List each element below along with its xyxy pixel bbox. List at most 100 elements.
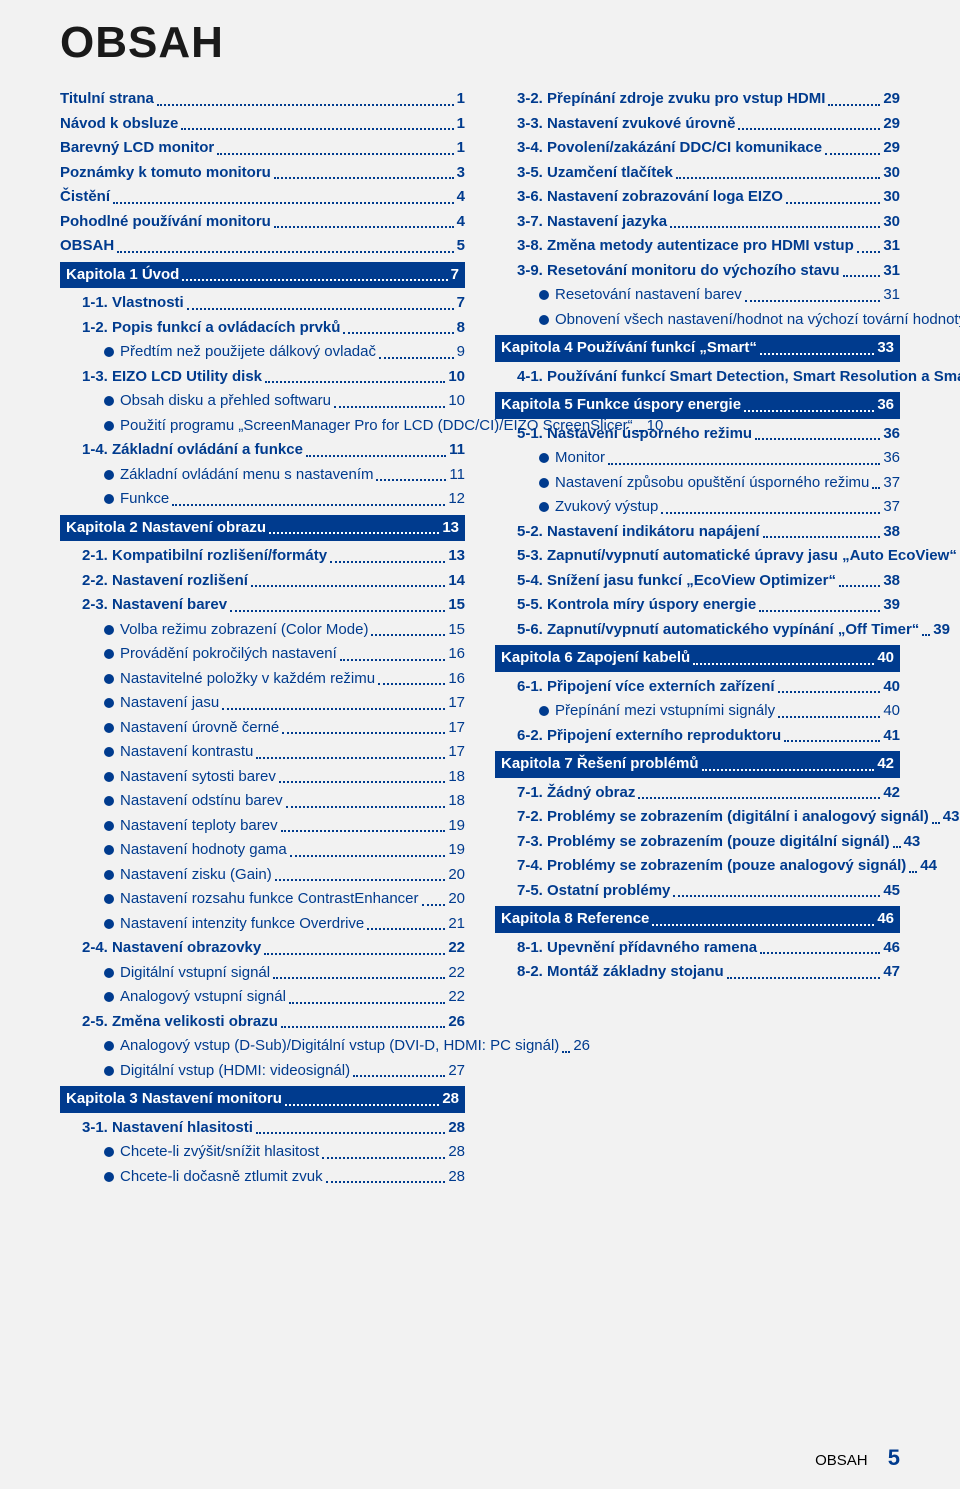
toc-entry[interactable]: Návod k obsluze1 <box>60 113 465 136</box>
toc-entry[interactable]: Titulní strana1 <box>60 88 465 111</box>
toc-page-number: 15 <box>448 594 465 617</box>
toc-entry[interactable]: 8-1. Upevnění přídavného ramena46 <box>495 937 900 960</box>
toc-entry[interactable]: Nastavení úrovně černé17 <box>60 717 465 740</box>
toc-entry-label: 7-2. Problémy se zobrazením (digitální i… <box>517 806 929 829</box>
toc-entry[interactable]: Přepínání mezi vstupními signály40 <box>495 700 900 723</box>
toc-entry-label: 5-1. Nastavení úsporného režimu <box>517 423 752 446</box>
toc-entry[interactable]: Nastavení způsobu opuštění úsporného rež… <box>495 472 900 495</box>
toc-entry[interactable]: Nastavení rozsahu funkce ContrastEnhance… <box>60 888 465 911</box>
toc-entry[interactable]: OBSAH5 <box>60 235 465 258</box>
toc-entry[interactable]: Zvukový výstup37 <box>495 496 900 519</box>
toc-entry-label: Analogový vstup (D-Sub)/Digitální vstup … <box>104 1035 559 1058</box>
toc-entry[interactable]: 3-9. Resetování monitoru do výchozího st… <box>495 260 900 283</box>
toc-entry[interactable]: Monitor 36 <box>495 447 900 470</box>
toc-entry[interactable]: Základní ovládání menu s nastavením11 <box>60 464 465 487</box>
toc-page-number: 36 <box>883 447 900 470</box>
toc-entry[interactable]: 2-1. Kompatibilní rozlišení/formáty13 <box>60 545 465 568</box>
toc-page-number: 41 <box>883 725 900 748</box>
toc-entry[interactable]: Volba režimu zobrazení (Color Mode)15 <box>60 619 465 642</box>
toc-entry[interactable]: 3-6. Nastavení zobrazování loga EIZO30 <box>495 186 900 209</box>
toc-page-number: 22 <box>448 986 465 1009</box>
toc-entry[interactable]: 7-5. Ostatní problémy45 <box>495 880 900 903</box>
toc-entry-label: 2-3. Nastavení barev <box>82 594 227 617</box>
toc-entry[interactable]: Čistění4 <box>60 186 465 209</box>
toc-chapter[interactable]: Kapitola 1 Úvod7 <box>60 262 465 289</box>
toc-entry[interactable]: 7-2. Problémy se zobrazením (digitální i… <box>495 806 900 829</box>
toc-leader-dots <box>638 797 880 799</box>
toc-entry[interactable]: 3-5. Uzamčení tlačítek30 <box>495 162 900 185</box>
toc-entry[interactable]: 3-8. Změna metody autentizace pro HDMI v… <box>495 235 900 258</box>
toc-entry[interactable]: 3-7. Nastavení jazyka30 <box>495 211 900 234</box>
toc-entry[interactable]: 5-2. Nastavení indikátoru napájení38 <box>495 521 900 544</box>
toc-entry[interactable]: Obsah disku a přehled softwaru10 <box>60 390 465 413</box>
toc-entry[interactable]: 1-2. Popis funkcí a ovládacích prvků8 <box>60 317 465 340</box>
toc-entry[interactable]: 5-4. Snížení jasu funkcí „EcoView Optimi… <box>495 570 900 593</box>
toc-entry[interactable]: Nastavení jasu17 <box>60 692 465 715</box>
toc-entry[interactable]: Nastavení teploty barev19 <box>60 815 465 838</box>
toc-entry[interactable]: 5-3. Zapnutí/vypnutí automatické úpravy … <box>495 545 900 568</box>
toc-entry[interactable]: Obnovení všech nastavení/hodnot na výcho… <box>495 309 900 332</box>
toc-entry[interactable]: Provádění pokročilých nastavení16 <box>60 643 465 666</box>
toc-entry[interactable]: 5-1. Nastavení úsporného režimu36 <box>495 423 900 446</box>
toc-entry[interactable]: 6-2. Připojení externího reproduktoru41 <box>495 725 900 748</box>
toc-entry[interactable]: Nastavení zisku (Gain)20 <box>60 864 465 887</box>
toc-page-number: 44 <box>920 855 937 878</box>
toc-entry[interactable]: Předtím než použijete dálkový ovladač9 <box>60 341 465 364</box>
toc-entry[interactable]: Nastavení sytosti barev18 <box>60 766 465 789</box>
toc-chapter[interactable]: Kapitola 2 Nastavení obrazu13 <box>60 515 465 542</box>
toc-entry[interactable]: 7-3. Problémy se zobrazením (pouze digit… <box>495 831 900 854</box>
toc-entry[interactable]: Poznámky k tomuto monitoru3 <box>60 162 465 185</box>
toc-entry[interactable]: 1-1. Vlastnosti7 <box>60 292 465 315</box>
toc-chapter[interactable]: Kapitola 5 Funkce úspory energie36 <box>495 392 900 419</box>
page-footer: OBSAH 5 <box>815 1445 900 1471</box>
toc-entry-label: Monitor <box>539 447 605 470</box>
toc-entry-label: 1-4. Základní ovládání a funkce <box>82 439 303 462</box>
toc-entry[interactable]: 7-4. Problémy se zobrazením (pouze analo… <box>495 855 900 878</box>
toc-chapter[interactable]: Kapitola 3 Nastavení monitoru28 <box>60 1086 465 1113</box>
toc-entry[interactable]: 5-5. Kontrola míry úspory energie39 <box>495 594 900 617</box>
toc-entry[interactable]: 2-3. Nastavení barev 15 <box>60 594 465 617</box>
toc-entry[interactable]: 5-6. Zapnutí/vypnutí automatického vypín… <box>495 619 900 642</box>
toc-entry-label: 4-1. Používání funkcí Smart Detection, S… <box>517 366 960 389</box>
toc-entry[interactable]: 2-5. Změna velikosti obrazu26 <box>60 1011 465 1034</box>
toc-entry[interactable]: Analogový vstup (D-Sub)/Digitální vstup … <box>60 1035 465 1058</box>
toc-entry[interactable]: Analogový vstupní signál 22 <box>60 986 465 1009</box>
toc-entry-label: 7-5. Ostatní problémy <box>517 880 670 903</box>
toc-chapter[interactable]: Kapitola 6 Zapojení kabelů40 <box>495 645 900 672</box>
toc-entry-label: Kapitola 8 Reference <box>501 908 649 931</box>
toc-entry[interactable]: 2-4. Nastavení obrazovky22 <box>60 937 465 960</box>
toc-entry[interactable]: 8-2. Montáž základny stojanu47 <box>495 961 900 984</box>
toc-entry[interactable]: 3-1. Nastavení hlasitosti28 <box>60 1117 465 1140</box>
toc-entry[interactable]: 3-4. Povolení/zakázání DDC/CI komunikace… <box>495 137 900 160</box>
toc-page-number: 9 <box>457 341 465 364</box>
toc-entry[interactable]: Chcete-li zvýšit/snížit hlasitost28 <box>60 1141 465 1164</box>
toc-entry[interactable]: Nastavení odstínu barev18 <box>60 790 465 813</box>
toc-entry[interactable]: Nastavení intenzity funkce Overdrive21 <box>60 913 465 936</box>
toc-entry[interactable]: Nastavení hodnoty gama19 <box>60 839 465 862</box>
toc-entry[interactable]: 3-3. Nastavení zvukové úrovně29 <box>495 113 900 136</box>
toc-entry[interactable]: Barevný LCD monitor1 <box>60 137 465 160</box>
toc-chapter[interactable]: Kapitola 8 Reference46 <box>495 906 900 933</box>
toc-entry[interactable]: 3-2. Přepínání zdroje zvuku pro vstup HD… <box>495 88 900 111</box>
toc-entry[interactable]: 4-1. Používání funkcí Smart Detection, S… <box>495 366 900 389</box>
toc-entry[interactable]: Pohodlné používání monitoru4 <box>60 211 465 234</box>
toc-entry[interactable]: 1-4. Základní ovládání a funkce11 <box>60 439 465 462</box>
toc-entry[interactable]: 7-1. Žádný obraz42 <box>495 782 900 805</box>
toc-entry[interactable]: Nastavitelné položky v každém režimu16 <box>60 668 465 691</box>
toc-entry[interactable]: Nastavení kontrastu17 <box>60 741 465 764</box>
toc-entry[interactable]: Digitální vstup (HDMI: videosignál)27 <box>60 1060 465 1083</box>
toc-leader-dots <box>652 924 874 926</box>
toc-chapter[interactable]: Kapitola 7 Řešení problémů42 <box>495 751 900 778</box>
toc-entry[interactable]: Resetování nastavení barev31 <box>495 284 900 307</box>
toc-entry[interactable]: Digitální vstupní signál22 <box>60 962 465 985</box>
toc-entry[interactable]: 2-2. Nastavení rozlišení14 <box>60 570 465 593</box>
toc-entry-label: Analogový vstupní signál <box>104 986 286 1009</box>
toc-entry[interactable]: Použití programu „ScreenManager Pro for … <box>60 415 465 438</box>
toc-chapter[interactable]: Kapitola 4 Používání funkcí „Smart“33 <box>495 335 900 362</box>
toc-entry[interactable]: Chcete-li dočasně ztlumit zvuk28 <box>60 1166 465 1189</box>
toc-leader-dots <box>264 953 445 955</box>
toc-entry[interactable]: 6-1. Připojení více externích zařízení40 <box>495 676 900 699</box>
toc-entry[interactable]: 1-3. EIZO LCD Utility disk10 <box>60 366 465 389</box>
toc-entry[interactable]: Funkce12 <box>60 488 465 511</box>
toc-entry-label: Obnovení všech nastavení/hodnot na výcho… <box>539 309 960 332</box>
